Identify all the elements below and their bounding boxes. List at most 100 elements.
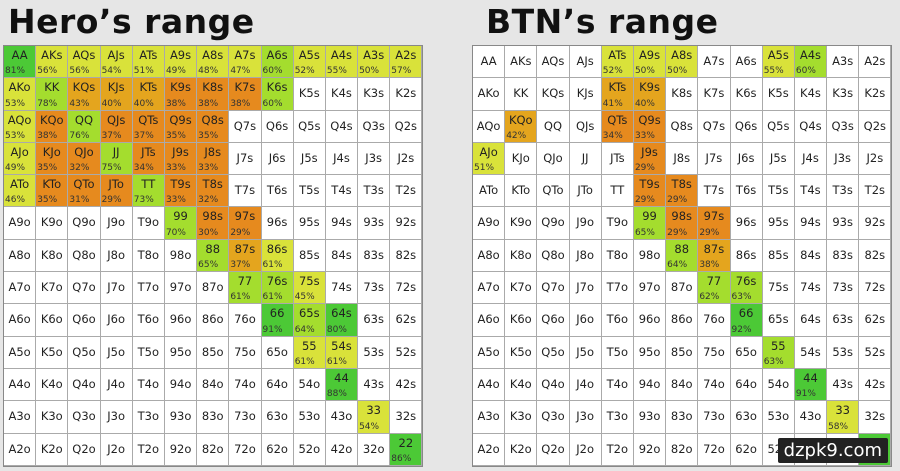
hand-label: J4s [802,150,819,165]
hand-label: 22 [398,435,414,450]
hand-percent: 40% [634,98,655,109]
hand-label: 97s [703,209,725,224]
hand-label: K7o [509,280,532,295]
hand-label: A9s [638,48,661,62]
hand-label: J9s [641,144,658,159]
range-cell: K8o [36,239,69,273]
hand-label: 76o [703,312,725,327]
hand-label: 73s [832,280,853,295]
hand-label: 62s [395,312,417,327]
hand-label: 84o [670,376,693,391]
hand-label: Q5o [72,344,96,359]
hand-label: K8s [671,86,693,101]
range-cell: J2o [569,433,602,466]
range-cell: 87o [197,272,230,305]
hand-label: 77 [706,274,722,289]
hand-label: K2s [395,86,417,101]
range-cell: K6o [505,304,538,337]
range-cell: A9s 49% [164,46,198,79]
hand-label: 75o [234,344,256,359]
hand-label: J3o [107,409,126,424]
hand-label: T4s [331,183,352,198]
range-cell: K5s [293,78,326,111]
hand-label: 74o [703,376,725,391]
range-cell: K2o [36,433,69,466]
range-cell: T4s [325,175,359,208]
range-cell: 73s [827,272,860,305]
hand-percent: 88% [326,389,347,400]
range-cell: TT 73% [132,175,165,208]
range-cell: 55 63% [762,336,795,369]
hand-label: K6o [40,312,63,327]
hand-label: 98o [638,247,661,262]
hand-label: JJ [581,150,589,165]
hand-percent: 81% [5,66,26,77]
hand-label: T2s [864,183,886,198]
hand-label: 75o [703,344,725,359]
range-cell: 83o [197,401,230,434]
hand-percent: 60% [795,66,816,77]
range-cell: 64s [794,304,828,337]
range-cell: KTo [505,175,538,208]
range-cell: K9s 38% [164,78,198,111]
btn-range-grid: AA AKs AQs AJs ATs 52% A9s 50% A8s 50% A7s A6s A5s 55… [472,45,893,467]
hand-label: 63s [363,312,384,327]
hand-label: T8o [606,247,629,262]
range-cell: AKo 53% [4,78,37,111]
hand-percent: 54% [101,66,122,77]
range-cell: 95o [164,336,198,369]
hand-label: Q5s [767,118,790,133]
range-cell: Q5s [293,110,326,143]
hand-label: 55 [770,338,786,353]
hand-label: 95o [169,344,192,359]
range-cell: 62s [859,304,892,337]
hand-percent: 33% [198,163,219,174]
hand-label: AJo [479,144,498,159]
range-cell: A4o [473,368,506,402]
range-cell: ATo 46% [4,175,37,208]
hand-label: 94o [169,376,192,391]
hand-label: AJo [10,144,29,159]
range-cell: T7s [229,175,262,208]
range-cell: 82o [197,433,230,466]
hand-label: 64s [800,312,821,327]
range-cell: 43s [827,368,860,402]
range-cell: 65s 64% [293,304,326,337]
range-cell: K9s 40% [633,78,667,111]
hand-label: J9o [576,215,595,230]
range-cell: 65o [730,336,763,369]
hand-percent: 61% [294,356,315,367]
range-cell: A4s 55% [325,46,359,79]
hand-label: A5s [298,48,320,62]
hand-percent: 61% [262,260,283,271]
hand-label: TT [141,177,156,192]
hand-label: J8s [204,144,222,159]
hand-label: T5o [606,344,629,359]
hand-label: Q6o [541,312,565,327]
hand-percent: 42% [506,130,527,141]
range-cell: K4o [505,368,538,402]
range-cell: Q9s 33% [633,110,667,143]
hand-label: Q2o [72,441,96,456]
range-cell: 86o [666,304,699,337]
range-cell: T9o [601,207,634,240]
hand-label: 32s [864,409,886,424]
hand-label: 75s [767,280,789,295]
range-cell: J3s [827,142,860,176]
hand-label: J8o [576,247,595,262]
range-cell: 53s [827,336,860,369]
range-cell: AA 81% [4,46,37,79]
range-cell: K7s [698,78,731,111]
range-cell: 75o [229,336,262,369]
hand-label: A2o [477,441,500,456]
hand-label: 83o [670,409,693,424]
hand-label: QTo [542,183,564,198]
hand-percent: 29% [699,227,720,238]
range-cell: A7s 47% [229,46,262,79]
hand-percent: 38% [198,98,219,109]
range-cell: T9o [132,207,165,240]
hand-label: K4o [509,376,532,391]
hand-label: KTs [608,80,627,95]
hand-label: 95s [767,215,789,230]
hand-label: K9s [170,80,191,95]
